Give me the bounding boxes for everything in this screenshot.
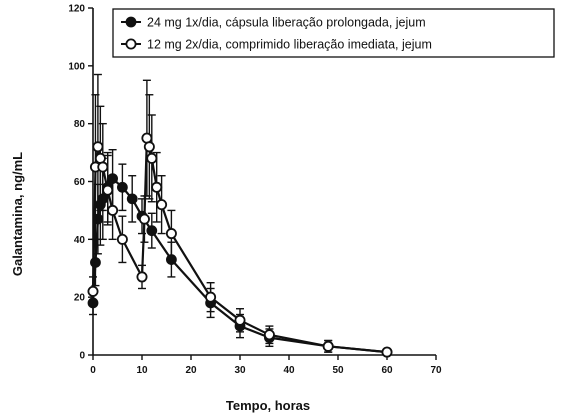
x-tick-label-2: 20 bbox=[185, 365, 197, 376]
x-tick-label-5: 50 bbox=[332, 365, 344, 376]
data-point-2-11 bbox=[143, 141, 155, 153]
data-point-2-6 bbox=[107, 204, 119, 216]
x-tick-label-0: 0 bbox=[90, 365, 96, 376]
y-axis-title: Galantamina, ng/mL bbox=[10, 152, 25, 276]
legend-marker-1 bbox=[125, 16, 137, 28]
x-tick-label-4: 40 bbox=[283, 365, 295, 376]
data-point-2-8 bbox=[136, 271, 148, 283]
data-point-2-13 bbox=[151, 181, 163, 193]
x-tick-label-1: 10 bbox=[136, 365, 148, 376]
y-tick-label-3: 60 bbox=[74, 177, 86, 188]
legend-entry-1: 24 mg 1x/dia, cápsula liberação prolonga… bbox=[147, 16, 426, 30]
y-tick-label-4: 80 bbox=[74, 119, 86, 130]
data-point-2-2 bbox=[92, 141, 104, 153]
y-tick-label-0: 0 bbox=[79, 351, 85, 362]
legend-entry-2: 12 mg 2x/dia, comprimido liberação imedi… bbox=[147, 38, 432, 52]
data-point-1-10 bbox=[146, 225, 158, 237]
series-2 bbox=[87, 73, 393, 358]
data-point-2-20 bbox=[381, 346, 393, 358]
data-point-1-8 bbox=[126, 193, 138, 205]
legend: 24 mg 1x/dia, cápsula liberação prolonga… bbox=[112, 8, 555, 58]
x-tick-label-6: 60 bbox=[381, 365, 393, 376]
data-point-2-9 bbox=[138, 213, 150, 225]
data-point-2-14 bbox=[156, 199, 168, 211]
data-point-2-18 bbox=[263, 329, 275, 341]
data-point-2-16 bbox=[205, 291, 217, 303]
data-point-2-5 bbox=[102, 184, 114, 196]
series-layer bbox=[87, 73, 393, 358]
data-point-2-3 bbox=[94, 152, 106, 164]
data-point-1-1 bbox=[90, 257, 101, 268]
data-point-1-7 bbox=[117, 181, 128, 193]
data-point-2-17 bbox=[234, 314, 246, 326]
data-point-2-0 bbox=[87, 285, 99, 297]
y-tick-label-6: 120 bbox=[68, 4, 85, 15]
data-point-2-4 bbox=[97, 161, 109, 173]
y-tick-label-2: 40 bbox=[74, 235, 86, 246]
legend-marker-2 bbox=[125, 38, 137, 50]
legend-box bbox=[112, 8, 555, 58]
y-tick-label-5: 100 bbox=[68, 61, 85, 72]
data-point-2-15 bbox=[165, 228, 177, 240]
x-tick-label-3: 30 bbox=[234, 365, 246, 376]
data-point-2-7 bbox=[116, 233, 128, 245]
x-tick-label-7: 70 bbox=[430, 365, 442, 376]
axes: 0 20 40 60 80 100 120 0 10 20 30 40 50 60 70 bbox=[68, 4, 442, 377]
x-axis-title: Tempo, horas bbox=[226, 398, 310, 413]
data-point-2-12 bbox=[146, 152, 158, 164]
data-point-2-19 bbox=[322, 340, 334, 352]
y-tick-label-1: 20 bbox=[74, 293, 86, 304]
data-point-2-10 bbox=[141, 132, 153, 144]
